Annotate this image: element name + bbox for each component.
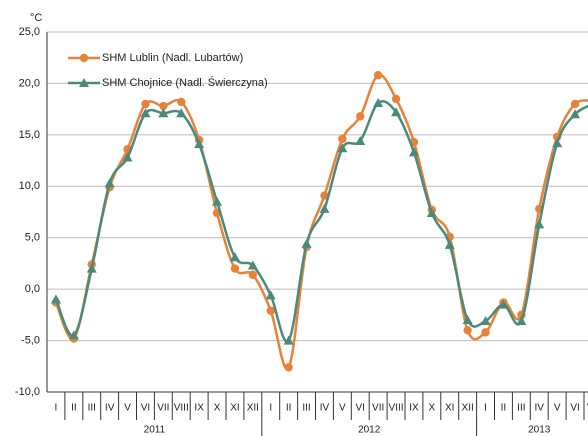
- point: [230, 264, 240, 273]
- point: [247, 260, 258, 270]
- x-tick-label: XII: [247, 403, 259, 414]
- point: [463, 326, 472, 335]
- x-tick-label: III: [88, 403, 96, 414]
- y-tick-label: 25,0: [19, 26, 40, 38]
- point: [426, 208, 437, 218]
- x-tick-label: II: [286, 403, 292, 414]
- x-tick-label: V: [339, 403, 346, 414]
- point: [86, 263, 97, 273]
- point: [391, 94, 401, 104]
- x-tick-label: X: [214, 403, 221, 414]
- point: [283, 335, 294, 345]
- point: [141, 99, 150, 109]
- point: [158, 108, 169, 118]
- x-tick-label: I: [484, 403, 487, 414]
- point: [338, 134, 347, 144]
- x-tick-label: IV: [320, 403, 330, 414]
- point: [481, 328, 490, 337]
- y-tick-label: 10,0: [19, 180, 40, 192]
- x-tick-label: VIII: [389, 403, 404, 414]
- y-tick-label: -5,0: [21, 334, 40, 346]
- point: [284, 363, 293, 372]
- y-tick-label: 5,0: [25, 232, 40, 244]
- x-tick-label: II: [71, 403, 77, 414]
- x-tick-label: IX: [194, 403, 204, 414]
- x-tick-label: IX: [409, 403, 419, 414]
- point: [212, 196, 223, 206]
- y-unit: °C: [30, 12, 42, 24]
- legend-label: SHM Chojnice (Nadl. Świerczyna): [102, 76, 268, 89]
- x-tick-label: IV: [535, 403, 545, 414]
- point: [122, 152, 133, 162]
- point: [177, 97, 186, 107]
- x-tick-label: VI: [141, 403, 150, 414]
- point: [104, 178, 115, 188]
- y-tick-label: 20,0: [19, 77, 40, 89]
- point: [391, 107, 402, 117]
- point: [444, 239, 455, 249]
- point: [534, 219, 545, 229]
- x-tick-label: II: [501, 403, 507, 414]
- x-tick-label: VII: [587, 403, 588, 414]
- point: [50, 294, 61, 304]
- point: [570, 109, 581, 119]
- x-tick-label: X: [429, 403, 436, 414]
- series-line: [54, 73, 588, 370]
- point: [248, 270, 258, 279]
- year-label: 2011: [144, 425, 166, 436]
- point: [176, 108, 187, 118]
- point: [516, 316, 527, 326]
- year-label: 2012: [358, 425, 381, 436]
- point: [265, 290, 276, 300]
- point: [320, 191, 329, 200]
- x-tick-label: III: [302, 403, 310, 414]
- x-tick-label: I: [269, 403, 272, 414]
- x-tick-label: IV: [105, 403, 115, 414]
- x-tick-label: III: [517, 403, 525, 414]
- point: [301, 238, 312, 248]
- point: [266, 306, 275, 315]
- point: [229, 252, 240, 262]
- x-tick-label: VII: [157, 403, 169, 414]
- point: [408, 147, 419, 157]
- x-tick-label: XII: [462, 403, 474, 414]
- point: [356, 112, 365, 121]
- plot-area: I II III IV V VI VII VIII IX X XI XII I II III IV V VI VII…: [47, 31, 588, 436]
- x-tick-label: VI: [570, 403, 579, 414]
- x-tick-label: XI: [445, 403, 454, 414]
- point: [355, 136, 366, 146]
- point: [68, 330, 79, 340]
- x-tick-label: V: [124, 403, 131, 414]
- point: [319, 203, 330, 213]
- point: [462, 315, 473, 324]
- x-tick-label: VII: [372, 403, 384, 414]
- point: [570, 99, 580, 109]
- x-tick-label: XI: [230, 403, 239, 414]
- point: [140, 108, 151, 118]
- point: [159, 101, 168, 111]
- point: [337, 143, 348, 153]
- x-tick-label: VIII: [174, 403, 189, 414]
- point: [552, 138, 563, 148]
- y-tick-label: 0,0: [25, 283, 40, 295]
- point: [498, 299, 509, 309]
- year-label: 2013: [528, 425, 551, 436]
- y-tick-label: 15,0: [19, 129, 40, 141]
- y-tick-label: -10,0: [15, 386, 40, 398]
- legend-label: SHM Lublin (Nadl. Lubartów): [102, 52, 243, 64]
- point: [373, 71, 383, 80]
- x-tick-label: I: [55, 403, 58, 414]
- point: [194, 139, 205, 149]
- x-tick-label: V: [554, 403, 561, 414]
- x-tick-label: VI: [356, 403, 365, 414]
- point: [373, 97, 384, 107]
- point: [480, 316, 491, 326]
